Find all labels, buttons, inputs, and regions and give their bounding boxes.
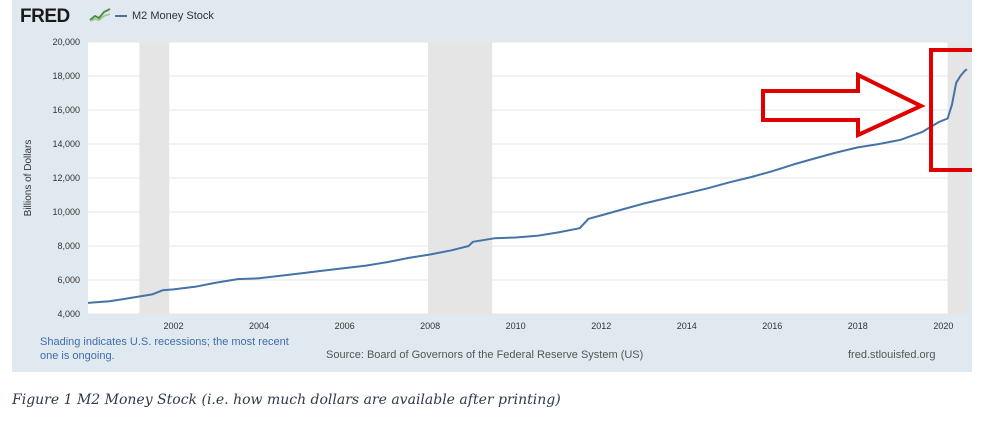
x-tick-label: 2014 [677,321,697,331]
y-tick-label: 10,000 [52,207,80,217]
y-tick-label: 6,000 [57,275,80,285]
chart-legend: M2 Money Stock [115,10,214,22]
legend-swatch [115,15,127,17]
site-link[interactable]: fred.stlouisfed.org [848,349,936,361]
source-note: Source: Board of Governors of the Federa… [326,349,644,361]
x-tick-label: 2010 [506,321,526,331]
fred-chart-panel: FRED M2 Money Stock 4,000 6,000 8,000 10,00… [12,0,972,372]
x-tick-label: 2016 [762,321,782,331]
y-tick-label: 12,000 [52,173,80,183]
highlight-arrow [761,71,926,139]
x-tick-label: 2020 [933,321,953,331]
chart: 4,000 6,000 8,000 10,000 12,000 14,000 16,000 1… [23,37,972,331]
x-tick-label: 2002 [164,321,184,331]
fred-logo-graph-icon [89,8,111,22]
highlight-box [929,48,972,172]
y-axis-label: Billions of Dollars [23,140,34,217]
series-line [87,68,968,304]
x-tick-label: 2006 [335,321,355,331]
x-tick-label: 2012 [591,321,611,331]
y-tick-label: 16,000 [52,105,80,115]
x-tick-label: 2008 [420,321,440,331]
x-tick-label: 2004 [249,321,269,331]
figure-caption: Figure 1 M2 Money Stock (i.e. how much d… [12,392,561,408]
y-tick-label: 18,000 [52,71,80,81]
legend-label: M2 Money Stock [132,10,214,22]
recession-note: Shading indicates U.S. recessions; the m… [40,336,289,362]
y-tick-label: 14,000 [52,139,80,149]
y-tick-label: 8,000 [57,241,80,251]
x-tick-label: 2018 [848,321,868,331]
y-tick-label: 4,000 [57,309,80,319]
y-tick-label: 20,000 [52,37,80,47]
fred-logo: FRED [20,6,70,27]
